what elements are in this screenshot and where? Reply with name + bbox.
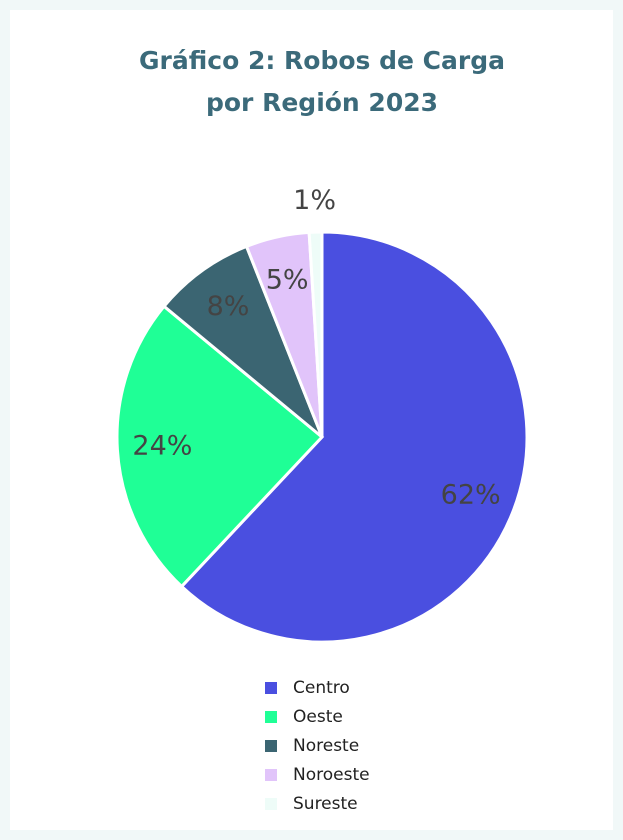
chart-title: por Región 2023 (206, 88, 438, 117)
pie-slice (115, 304, 325, 589)
chart-title: Gráfico 2: Robos de Carga (139, 46, 505, 75)
pie-slice (179, 230, 529, 644)
data-label: 5% (266, 264, 309, 295)
legend-swatch (265, 682, 277, 694)
legend-swatch (265, 740, 277, 752)
legend-swatch (265, 769, 277, 781)
legend-swatch (265, 798, 277, 810)
pie-slice (161, 244, 324, 439)
legend-swatch (265, 711, 277, 723)
legend-label: Noreste (293, 736, 359, 756)
data-label: 24% (132, 431, 192, 462)
data-label: 1% (293, 185, 336, 216)
legend-label: Sureste (293, 794, 358, 814)
legend-label: Oeste (293, 707, 343, 727)
data-label: 62% (441, 479, 501, 510)
legend-label: Centro (293, 678, 350, 698)
data-label: 8% (207, 291, 250, 322)
legend-label: Noroeste (293, 765, 370, 785)
pie-slice (307, 230, 324, 438)
